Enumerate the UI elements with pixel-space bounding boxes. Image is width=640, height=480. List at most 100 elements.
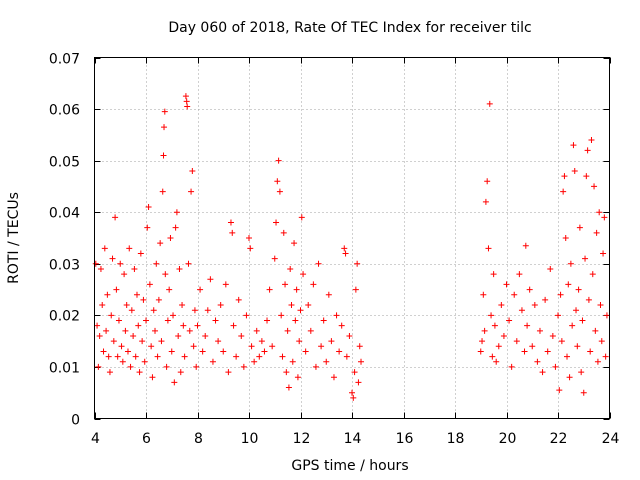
plot-frame <box>94 57 610 419</box>
data-point <box>569 322 576 329</box>
data-point <box>484 178 491 185</box>
data-point <box>202 332 209 339</box>
data-point <box>271 255 278 262</box>
data-point <box>225 369 232 376</box>
data-point <box>274 178 281 185</box>
data-point <box>561 173 568 180</box>
data-point <box>177 369 184 376</box>
data-point <box>539 369 546 376</box>
data-point <box>194 322 201 329</box>
data-point <box>193 363 200 370</box>
data-point <box>284 327 291 334</box>
data-point <box>148 343 155 350</box>
data-point <box>557 291 564 298</box>
data-point <box>152 327 159 334</box>
data-point <box>585 296 592 303</box>
data-point <box>261 348 268 355</box>
data-point <box>273 219 280 226</box>
data-point <box>489 353 496 360</box>
data-point <box>280 229 287 236</box>
data-point <box>521 348 528 355</box>
data-point <box>154 353 161 360</box>
data-point <box>571 167 578 174</box>
data-point <box>124 348 131 355</box>
data-point <box>307 327 314 334</box>
data-point <box>104 291 111 298</box>
data-point <box>288 302 295 309</box>
x-tick-label: 24 <box>602 431 620 447</box>
data-point <box>529 343 536 350</box>
data-point <box>594 358 601 365</box>
data-point <box>330 374 337 381</box>
x-tick-label: 20 <box>499 431 517 447</box>
data-point <box>96 332 103 339</box>
data-point <box>578 369 585 376</box>
data-point <box>121 271 128 278</box>
data-point <box>343 353 350 360</box>
data-point <box>212 317 219 324</box>
data-point <box>579 317 586 324</box>
data-point <box>146 281 153 288</box>
data-point <box>597 302 604 309</box>
data-point <box>141 358 148 365</box>
data-point <box>567 260 574 267</box>
data-point <box>258 338 265 345</box>
data-point <box>155 296 162 303</box>
data-point <box>356 343 363 350</box>
data-point <box>549 332 556 339</box>
data-point <box>110 338 117 345</box>
data-point <box>498 302 505 309</box>
data-point <box>106 369 113 376</box>
data-point <box>160 152 167 159</box>
data-point <box>150 307 157 314</box>
data-point <box>229 229 236 236</box>
x-tick-label: 8 <box>194 431 203 447</box>
data-point <box>264 317 271 324</box>
data-point <box>480 291 487 298</box>
data-point <box>522 242 529 249</box>
data-point <box>251 358 258 365</box>
data-point <box>576 224 583 231</box>
data-point <box>349 389 355 396</box>
data-point <box>598 338 605 345</box>
data-point <box>338 322 345 329</box>
data-point <box>190 343 197 350</box>
data-point <box>246 235 252 241</box>
data-point <box>207 276 214 283</box>
y-tick-label: 0.07 <box>49 52 80 68</box>
data-point <box>189 167 196 174</box>
data-point <box>547 265 554 272</box>
data-point <box>591 183 598 190</box>
x-tick-labels: 4 6 8 10 12 14 16 18 20 22 24 <box>91 431 619 447</box>
data-point <box>291 240 298 247</box>
y-tick-labels: 0 0.01 0.02 0.03 0.04 0.05 0.06 0.07 <box>49 52 80 429</box>
data-point <box>123 302 130 309</box>
data-point <box>358 358 365 365</box>
data-point <box>296 338 303 345</box>
data-point <box>276 188 283 195</box>
data-point <box>92 260 99 267</box>
data-point <box>109 255 116 262</box>
data-point <box>580 389 587 396</box>
data-point <box>278 312 285 319</box>
data-point <box>302 348 309 355</box>
data-point <box>163 363 170 370</box>
data-point <box>168 348 175 355</box>
data-point <box>227 219 234 226</box>
data-point <box>542 296 549 303</box>
data-point <box>325 291 332 298</box>
data-point <box>600 250 607 257</box>
data-point <box>524 322 531 329</box>
data-point <box>118 343 125 350</box>
data-point <box>479 338 486 345</box>
data-point <box>336 348 343 355</box>
data-point <box>328 338 335 345</box>
data-point <box>564 353 571 360</box>
data-point <box>159 188 166 195</box>
data-point <box>167 235 174 241</box>
data-point <box>186 327 193 334</box>
data-point <box>114 353 121 360</box>
data-point <box>584 147 591 154</box>
data-point <box>573 307 580 314</box>
data-point <box>287 265 294 272</box>
